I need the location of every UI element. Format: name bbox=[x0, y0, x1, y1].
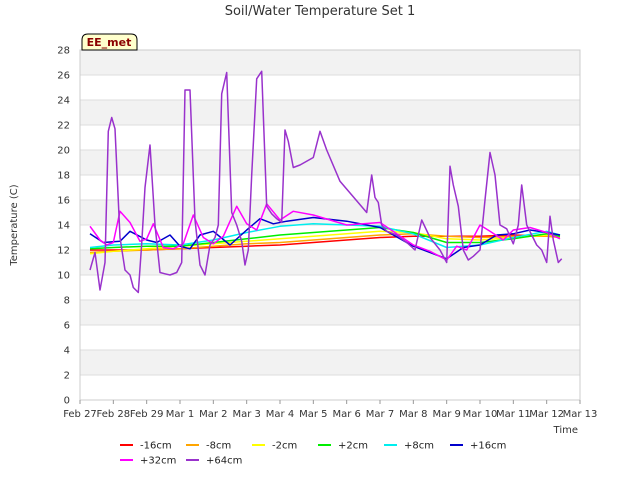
station-badge-label: EE_met bbox=[87, 36, 132, 49]
x-tick-label: Mar 10 bbox=[463, 409, 498, 420]
x-tick-label: Mar 4 bbox=[266, 409, 294, 420]
grid-band bbox=[80, 200, 580, 225]
x-tick-label: Mar 2 bbox=[199, 409, 227, 420]
legend-item: -8cm bbox=[186, 441, 231, 452]
legend-label: -8cm bbox=[206, 441, 231, 452]
legend-label: +16cm bbox=[470, 441, 506, 452]
x-tick-label: Mar 11 bbox=[496, 409, 531, 420]
legend-label: +8cm bbox=[404, 441, 434, 452]
x-axis-ticks: Feb 27 Feb 28 Feb 29 Mar 1 Mar 2 Mar 3 Mar 4 Ma… bbox=[63, 400, 597, 420]
grid-band bbox=[80, 250, 580, 275]
y-tick-label: 8 bbox=[64, 296, 70, 307]
x-tick-label: Feb 28 bbox=[97, 409, 131, 420]
legend-item: -16cm bbox=[120, 441, 172, 452]
y-tick-label: 24 bbox=[57, 96, 70, 107]
y-tick-label: 14 bbox=[57, 221, 70, 232]
series-line-8cm bbox=[89, 233, 561, 254]
x-tick-label: Mar 5 bbox=[299, 409, 327, 420]
x-tick-label: Mar 6 bbox=[332, 409, 360, 420]
grid-band bbox=[80, 100, 580, 125]
x-tick-label: Feb 29 bbox=[130, 409, 164, 420]
legend-item: +32cm bbox=[120, 456, 176, 467]
grid-band bbox=[80, 50, 580, 75]
x-tick-label: Mar 7 bbox=[366, 409, 394, 420]
x-tick-label: Mar 13 bbox=[563, 409, 598, 420]
y-tick-label: 10 bbox=[57, 271, 70, 282]
y-tick-label: 16 bbox=[57, 196, 70, 207]
y-tick-label: 0 bbox=[64, 396, 70, 407]
y-tick-label: 28 bbox=[57, 46, 70, 57]
legend-item: +2cm bbox=[318, 441, 368, 452]
legend-item: +8cm bbox=[384, 441, 434, 452]
y-tick-label: 2 bbox=[64, 371, 70, 382]
grid-band bbox=[80, 275, 580, 300]
x-tick-label: Mar 3 bbox=[232, 409, 260, 420]
grid-band bbox=[80, 375, 580, 400]
legend-label: -16cm bbox=[140, 441, 172, 452]
grid-band bbox=[80, 75, 580, 100]
legend-label: +64cm bbox=[206, 456, 242, 467]
grid-band bbox=[80, 350, 580, 375]
plot-background bbox=[80, 50, 580, 400]
legend-item: -2cm bbox=[252, 441, 297, 452]
legend-label: -2cm bbox=[272, 441, 297, 452]
grid-band bbox=[80, 300, 580, 325]
grid-band bbox=[80, 175, 580, 200]
series-line-64cm bbox=[89, 70, 563, 294]
y-tick-label: 12 bbox=[57, 246, 70, 257]
y-tick-label: 26 bbox=[57, 71, 70, 82]
grid-band bbox=[80, 125, 580, 150]
chart-title: Soil/Water Temperature Set 1 bbox=[225, 4, 416, 19]
station-badge: EE_met bbox=[81, 33, 138, 51]
series-layer bbox=[89, 70, 563, 294]
x-tick-label: Mar 1 bbox=[166, 409, 194, 420]
series-line-16cm bbox=[89, 216, 561, 260]
plot-frame bbox=[79, 49, 581, 401]
legend-item: +16cm bbox=[450, 441, 506, 452]
grid-band bbox=[80, 150, 580, 175]
y-tick-label: 6 bbox=[64, 321, 70, 332]
legend-label: +32cm bbox=[140, 456, 176, 467]
legend-label: +2cm bbox=[338, 441, 368, 452]
legend: -16cm -8cm -2cm +2cm +8cm +16cm +32cm +64cm bbox=[120, 441, 506, 467]
x-tick-label: Feb 27 bbox=[63, 409, 97, 420]
series-line-32cm bbox=[89, 203, 561, 261]
x-axis-label: Time bbox=[553, 425, 578, 436]
x-tick-label: Mar 12 bbox=[529, 409, 564, 420]
y-tick-label: 20 bbox=[57, 146, 70, 157]
y-tick-label: 18 bbox=[57, 171, 70, 182]
x-tick-label: Mar 9 bbox=[432, 409, 460, 420]
y-tick-label: 22 bbox=[57, 121, 70, 132]
grid-band bbox=[80, 325, 580, 350]
y-tick-label: 4 bbox=[64, 346, 70, 357]
y-axis-label: Temperature (C) bbox=[9, 184, 20, 266]
x-tick-label: Mar 8 bbox=[399, 409, 427, 420]
legend-item: +64cm bbox=[186, 456, 242, 467]
series-line-8cm bbox=[89, 223, 561, 249]
